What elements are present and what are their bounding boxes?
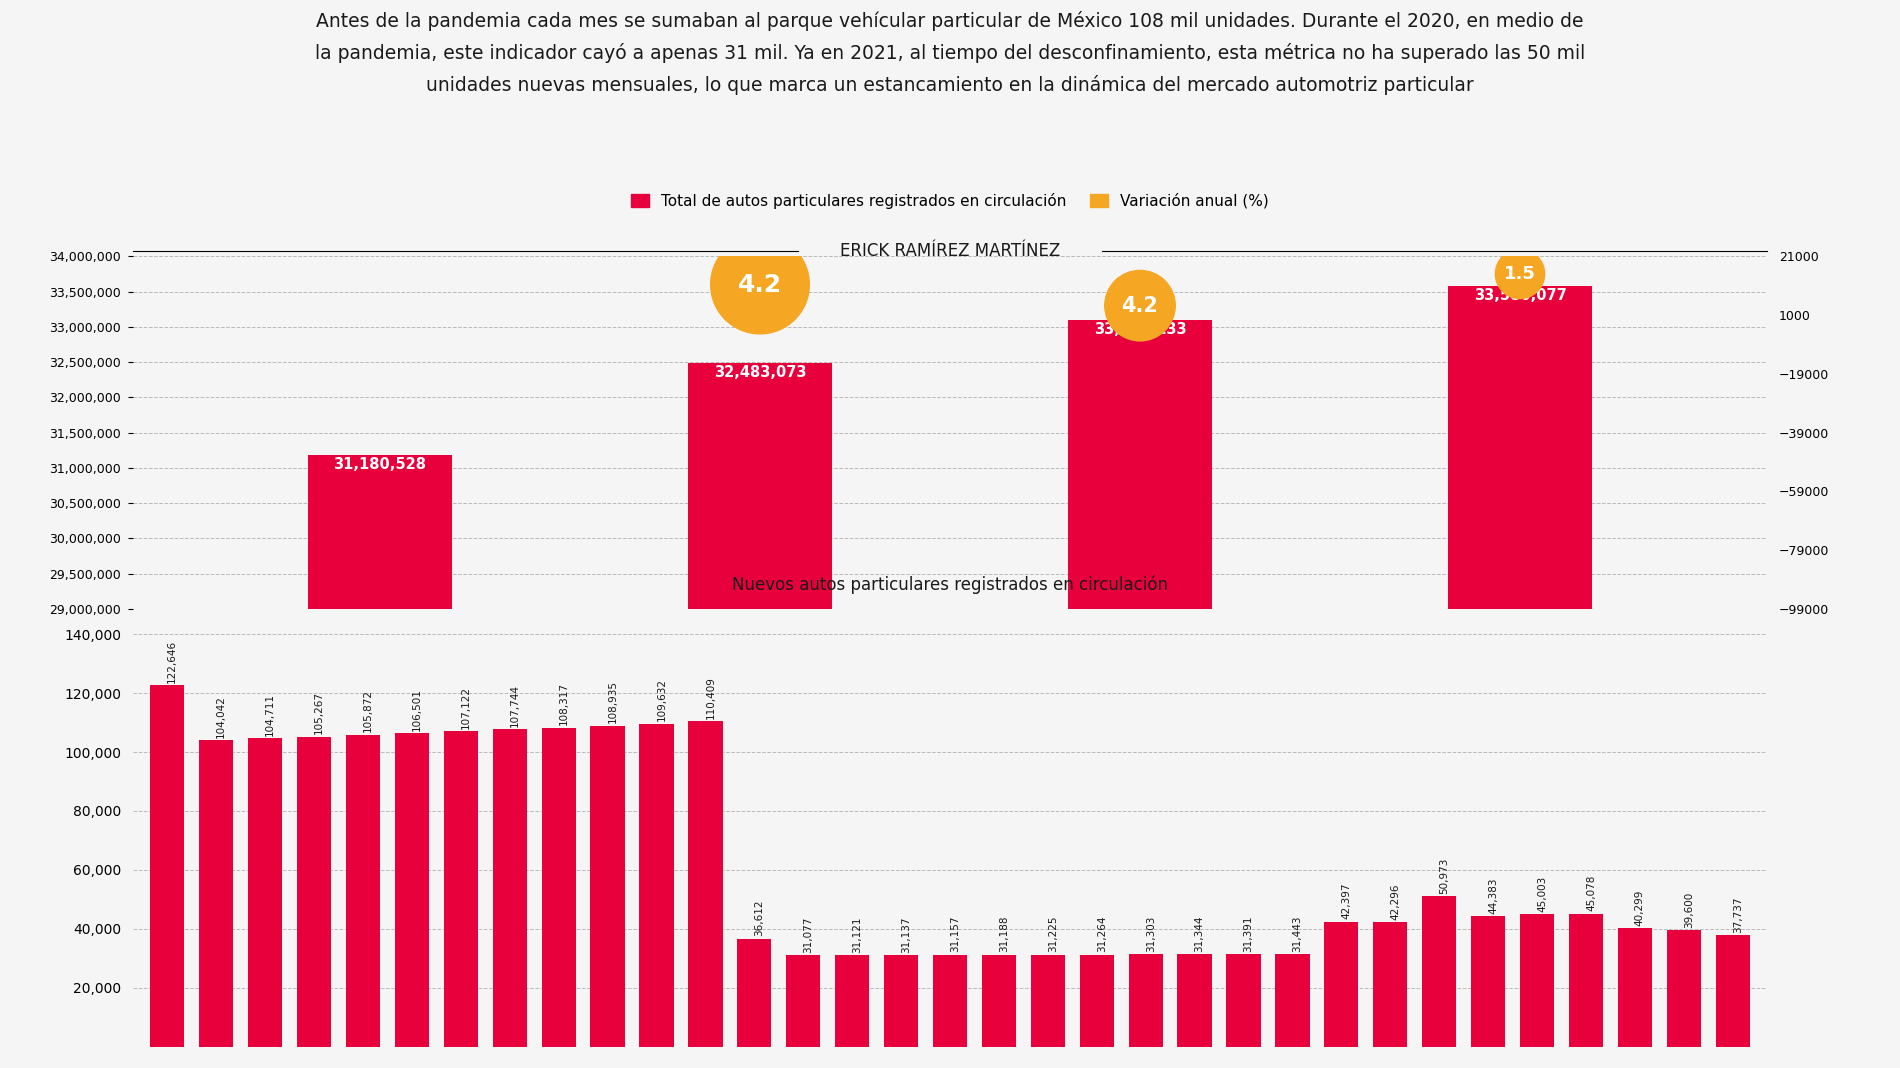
Bar [1324,922,1358,1047]
Bar [1716,936,1750,1047]
Bar [395,733,429,1047]
Bar [933,955,967,1047]
Bar [1421,896,1455,1047]
Bar [1129,955,1163,1047]
Text: ■: ■ [688,579,701,593]
Bar [249,738,283,1047]
Text: 31,157: 31,157 [950,916,960,953]
Bar [200,740,234,1047]
Text: 31,303: 31,303 [1146,915,1155,952]
Bar [688,721,722,1047]
Text: Nuevos autos particulares registrados en circulación: Nuevos autos particulares registrados en… [732,576,1168,594]
Bar [1471,916,1505,1047]
Bar [150,686,184,1047]
Text: 109,632: 109,632 [657,678,667,721]
Bar [688,363,832,1068]
Bar [1068,320,1212,1068]
Ellipse shape [1104,270,1176,341]
Bar [1275,954,1309,1047]
Bar [638,724,674,1047]
Text: 122,646: 122,646 [167,640,177,682]
Bar [834,955,870,1047]
Text: 45,078: 45,078 [1586,875,1596,911]
Text: 107,122: 107,122 [462,686,471,728]
Text: 32,483,073: 32,483,073 [714,365,806,380]
Ellipse shape [1495,249,1545,299]
Text: 45,003: 45,003 [1537,876,1547,912]
Text: 37,737: 37,737 [1733,897,1742,933]
Text: 33,098,133: 33,098,133 [1094,323,1186,337]
Legend: Total de autos particulares registrados en circulación, Variación anual (%): Total de autos particulares registrados … [625,187,1275,215]
Text: 42,397: 42,397 [1341,883,1351,920]
Bar [884,955,918,1047]
Bar [1617,928,1651,1047]
Text: 31,225: 31,225 [1047,915,1058,953]
Text: 105,267: 105,267 [314,691,325,734]
Text: 31,077: 31,077 [804,916,813,953]
Text: 104,711: 104,711 [266,693,275,736]
Bar [1520,914,1554,1047]
Bar [1448,286,1592,1068]
Text: ERICK RAMÍREZ MARTÍNEZ: ERICK RAMÍREZ MARTÍNEZ [840,242,1060,260]
Bar [737,939,771,1047]
Text: 4.2: 4.2 [737,272,783,297]
Text: 31,121: 31,121 [853,916,863,953]
Bar [445,731,479,1047]
Text: 31,391: 31,391 [1243,915,1254,952]
Text: 31,264: 31,264 [1096,915,1108,953]
Text: 44,383: 44,383 [1488,877,1497,913]
Bar [1030,955,1066,1047]
Text: 108,935: 108,935 [608,680,618,723]
Text: 107,744: 107,744 [509,684,521,727]
Bar [1178,955,1212,1047]
Text: 106,501: 106,501 [412,688,422,731]
Text: 36,612: 36,612 [754,900,764,937]
Text: 31,137: 31,137 [901,916,912,953]
Text: 31,344: 31,344 [1195,915,1205,952]
Ellipse shape [711,235,809,334]
Text: 39,600: 39,600 [1683,892,1693,928]
Bar [542,727,576,1047]
Text: 42,296: 42,296 [1391,883,1400,920]
Text: 33,580,077: 33,580,077 [1474,288,1566,303]
Bar [492,729,526,1047]
Bar [1226,954,1262,1047]
Text: 110,409: 110,409 [705,676,716,719]
Bar [1569,914,1604,1047]
Bar [787,955,821,1047]
Text: 40,299: 40,299 [1634,890,1645,926]
Bar [1666,930,1700,1047]
Text: 105,872: 105,872 [363,689,372,733]
Bar [308,455,452,1068]
Bar [982,955,1017,1047]
Text: 31,443: 31,443 [1292,915,1303,952]
Text: 4.2: 4.2 [1121,296,1159,316]
Bar [1079,955,1113,1047]
Bar [591,725,625,1047]
Bar [296,737,331,1047]
Text: 31,180,528: 31,180,528 [334,457,426,472]
Bar [1374,922,1408,1047]
Text: 50,973: 50,973 [1438,858,1450,894]
Text: 104,042: 104,042 [217,695,226,738]
Text: 108,317: 108,317 [559,682,568,725]
Bar [346,735,380,1047]
Text: 31,188: 31,188 [999,916,1009,953]
Text: 1.5: 1.5 [1505,265,1535,283]
Text: Antes de la pandemia cada mes se sumaban al parque vehícular particular de Méxic: Antes de la pandemia cada mes se sumaban… [315,11,1585,95]
